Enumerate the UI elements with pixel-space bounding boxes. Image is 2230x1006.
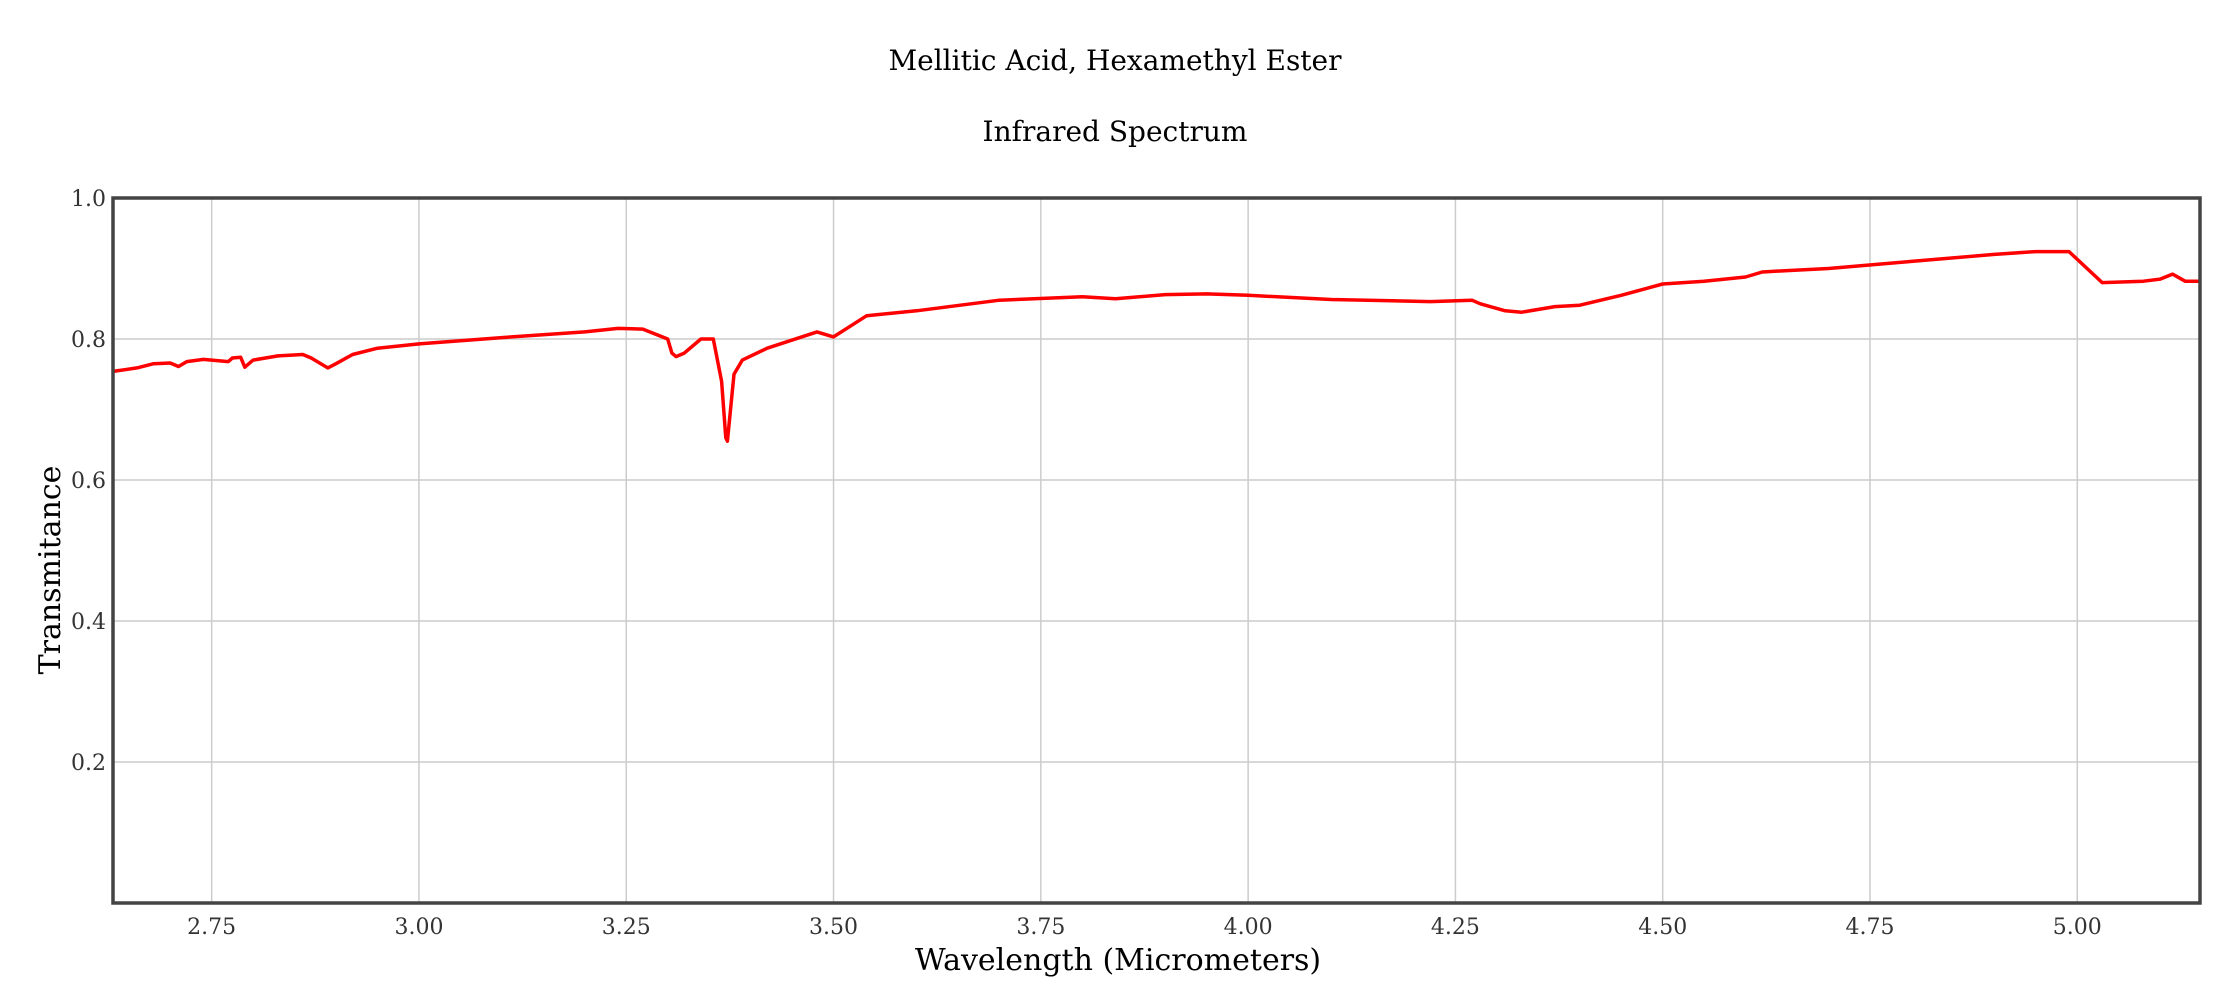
x-axis-ticks: 2.75 3.00 3.25 3.50 3.75 4.00 4.25 4.50 4.75 5.00 — [187, 915, 2102, 940]
y-tick-label: 0.8 — [71, 328, 106, 353]
y-tick-label: 1.0 — [71, 187, 106, 212]
y-axis-label: Transmitance — [33, 466, 68, 675]
chart-subtitle: Infrared Spectrum — [983, 115, 1248, 148]
y-tick-label: 0.2 — [71, 751, 106, 776]
grid-lines — [113, 197, 2200, 903]
x-tick-label: 3.50 — [809, 915, 858, 940]
plot-frame — [111, 196, 2202, 905]
spectrum-line — [112, 249, 2200, 443]
y-tick-label: 0.4 — [71, 610, 106, 635]
x-tick-label: 4.25 — [1431, 915, 1480, 940]
x-tick-label: 3.00 — [394, 915, 443, 940]
y-tick-label: 0.6 — [71, 469, 106, 494]
series-group — [112, 249, 2200, 443]
x-tick-label: 4.00 — [1224, 915, 1273, 940]
chart-title: Mellitic Acid, Hexamethyl Ester — [888, 44, 1342, 77]
x-tick-label: 4.75 — [1846, 915, 1895, 940]
x-tick-label: 2.75 — [187, 915, 236, 940]
x-tick-label: 3.75 — [1016, 915, 1065, 940]
y-axis-ticks: 0.2 0.4 0.6 0.8 1.0 — [71, 187, 106, 776]
x-tick-label: 3.25 — [602, 915, 651, 940]
x-axis-label: Wavelength (Micrometers) — [915, 943, 1321, 978]
x-tick-label: 5.00 — [2053, 915, 2102, 940]
x-tick-label: 4.50 — [1638, 915, 1687, 940]
